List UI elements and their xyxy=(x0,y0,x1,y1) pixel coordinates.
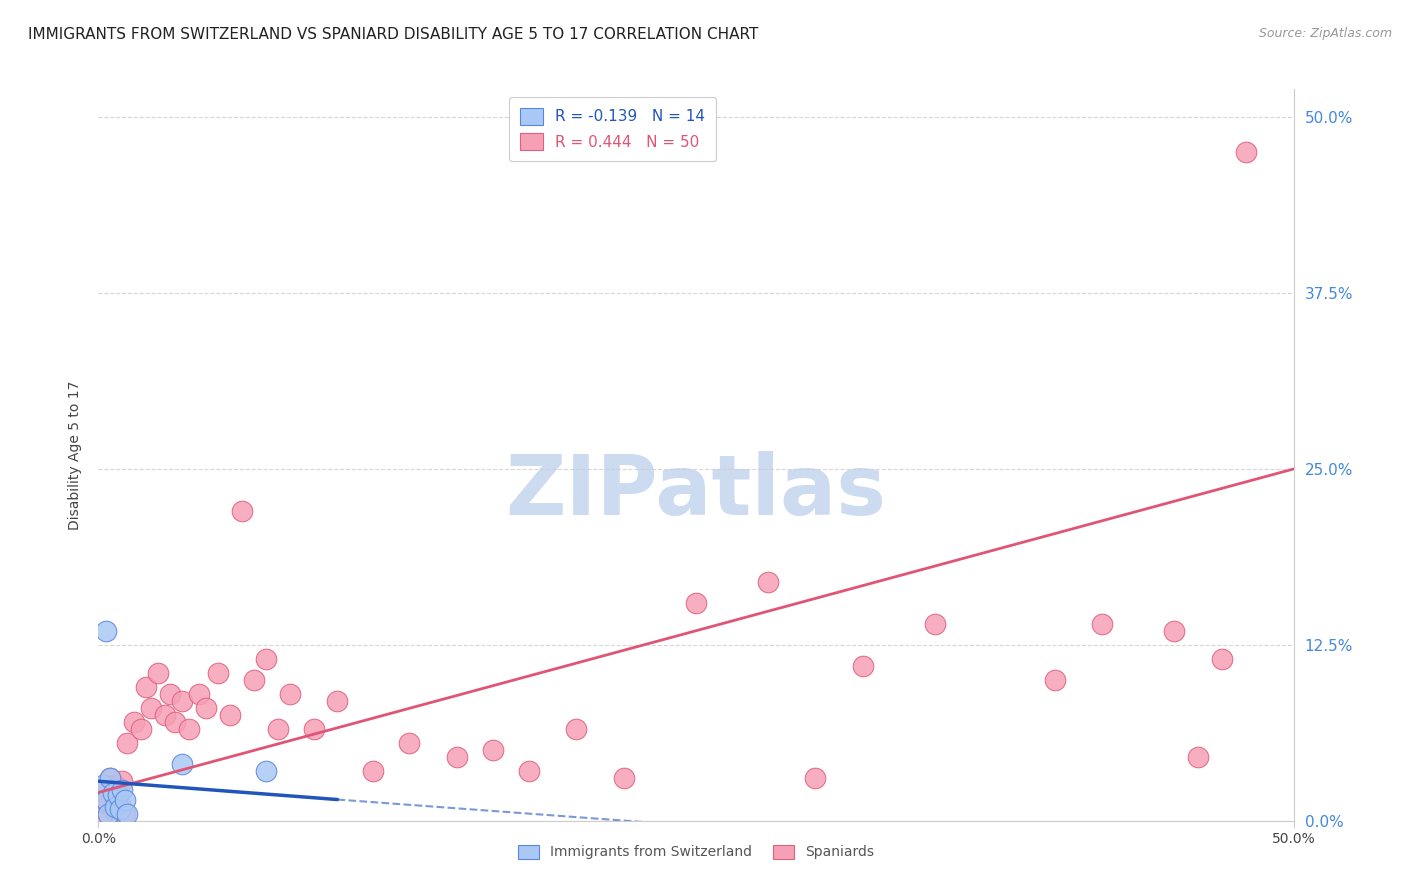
Point xyxy=(254,652,277,666)
Point xyxy=(104,799,127,814)
Point xyxy=(108,802,131,816)
Point xyxy=(108,797,131,811)
Point xyxy=(115,806,138,821)
Point xyxy=(1187,750,1209,764)
Point xyxy=(231,504,253,518)
Point xyxy=(124,715,146,730)
Point xyxy=(114,792,136,806)
Point xyxy=(517,764,540,779)
Point xyxy=(219,708,242,723)
Point xyxy=(1163,624,1185,638)
Point xyxy=(852,659,875,673)
Point xyxy=(398,736,420,750)
Point xyxy=(613,772,636,786)
Point xyxy=(172,757,194,772)
Point xyxy=(97,806,120,821)
Point xyxy=(685,596,707,610)
Point xyxy=(131,723,153,737)
Point xyxy=(278,687,301,701)
Point xyxy=(148,665,170,680)
Point xyxy=(207,665,229,680)
Text: Source: ZipAtlas.com: Source: ZipAtlas.com xyxy=(1258,27,1392,40)
Text: IMMIGRANTS FROM SWITZERLAND VS SPANIARD DISABILITY AGE 5 TO 17 CORRELATION CHART: IMMIGRANTS FROM SWITZERLAND VS SPANIARD … xyxy=(28,27,758,42)
Y-axis label: Disability Age 5 to 17: Disability Age 5 to 17 xyxy=(69,380,83,530)
Point xyxy=(254,764,277,779)
Point xyxy=(94,792,117,806)
Point xyxy=(172,694,194,708)
Point xyxy=(159,687,181,701)
Point xyxy=(302,723,325,737)
Point xyxy=(115,736,138,750)
Point xyxy=(155,708,177,723)
Point xyxy=(98,772,122,786)
Point xyxy=(91,779,114,793)
Point xyxy=(101,802,124,816)
Point xyxy=(111,782,134,797)
Point xyxy=(179,723,201,737)
Point xyxy=(363,764,385,779)
Point xyxy=(1211,652,1233,666)
Point xyxy=(97,797,120,811)
Point xyxy=(114,806,136,821)
Point xyxy=(565,723,588,737)
Point xyxy=(94,624,117,638)
Point xyxy=(481,743,505,757)
Point xyxy=(163,715,186,730)
Point xyxy=(1043,673,1066,687)
Point xyxy=(104,779,127,793)
Point xyxy=(243,673,266,687)
Point xyxy=(139,701,162,715)
Point xyxy=(187,687,209,701)
Point xyxy=(98,772,122,786)
Point xyxy=(94,785,117,799)
Point xyxy=(107,789,129,803)
Point xyxy=(107,789,129,803)
Point xyxy=(111,774,134,789)
Point xyxy=(1234,145,1257,160)
Point xyxy=(267,723,290,737)
Point xyxy=(194,701,218,715)
Legend: Immigrants from Switzerland, Spaniards: Immigrants from Switzerland, Spaniards xyxy=(513,839,879,865)
Point xyxy=(756,574,779,589)
Point xyxy=(101,785,124,799)
Text: ZIPatlas: ZIPatlas xyxy=(506,451,886,532)
Point xyxy=(1091,616,1114,631)
Point xyxy=(924,616,946,631)
Point xyxy=(135,680,157,694)
Point xyxy=(446,750,468,764)
Point xyxy=(326,694,349,708)
Point xyxy=(804,772,827,786)
Point xyxy=(91,806,114,821)
